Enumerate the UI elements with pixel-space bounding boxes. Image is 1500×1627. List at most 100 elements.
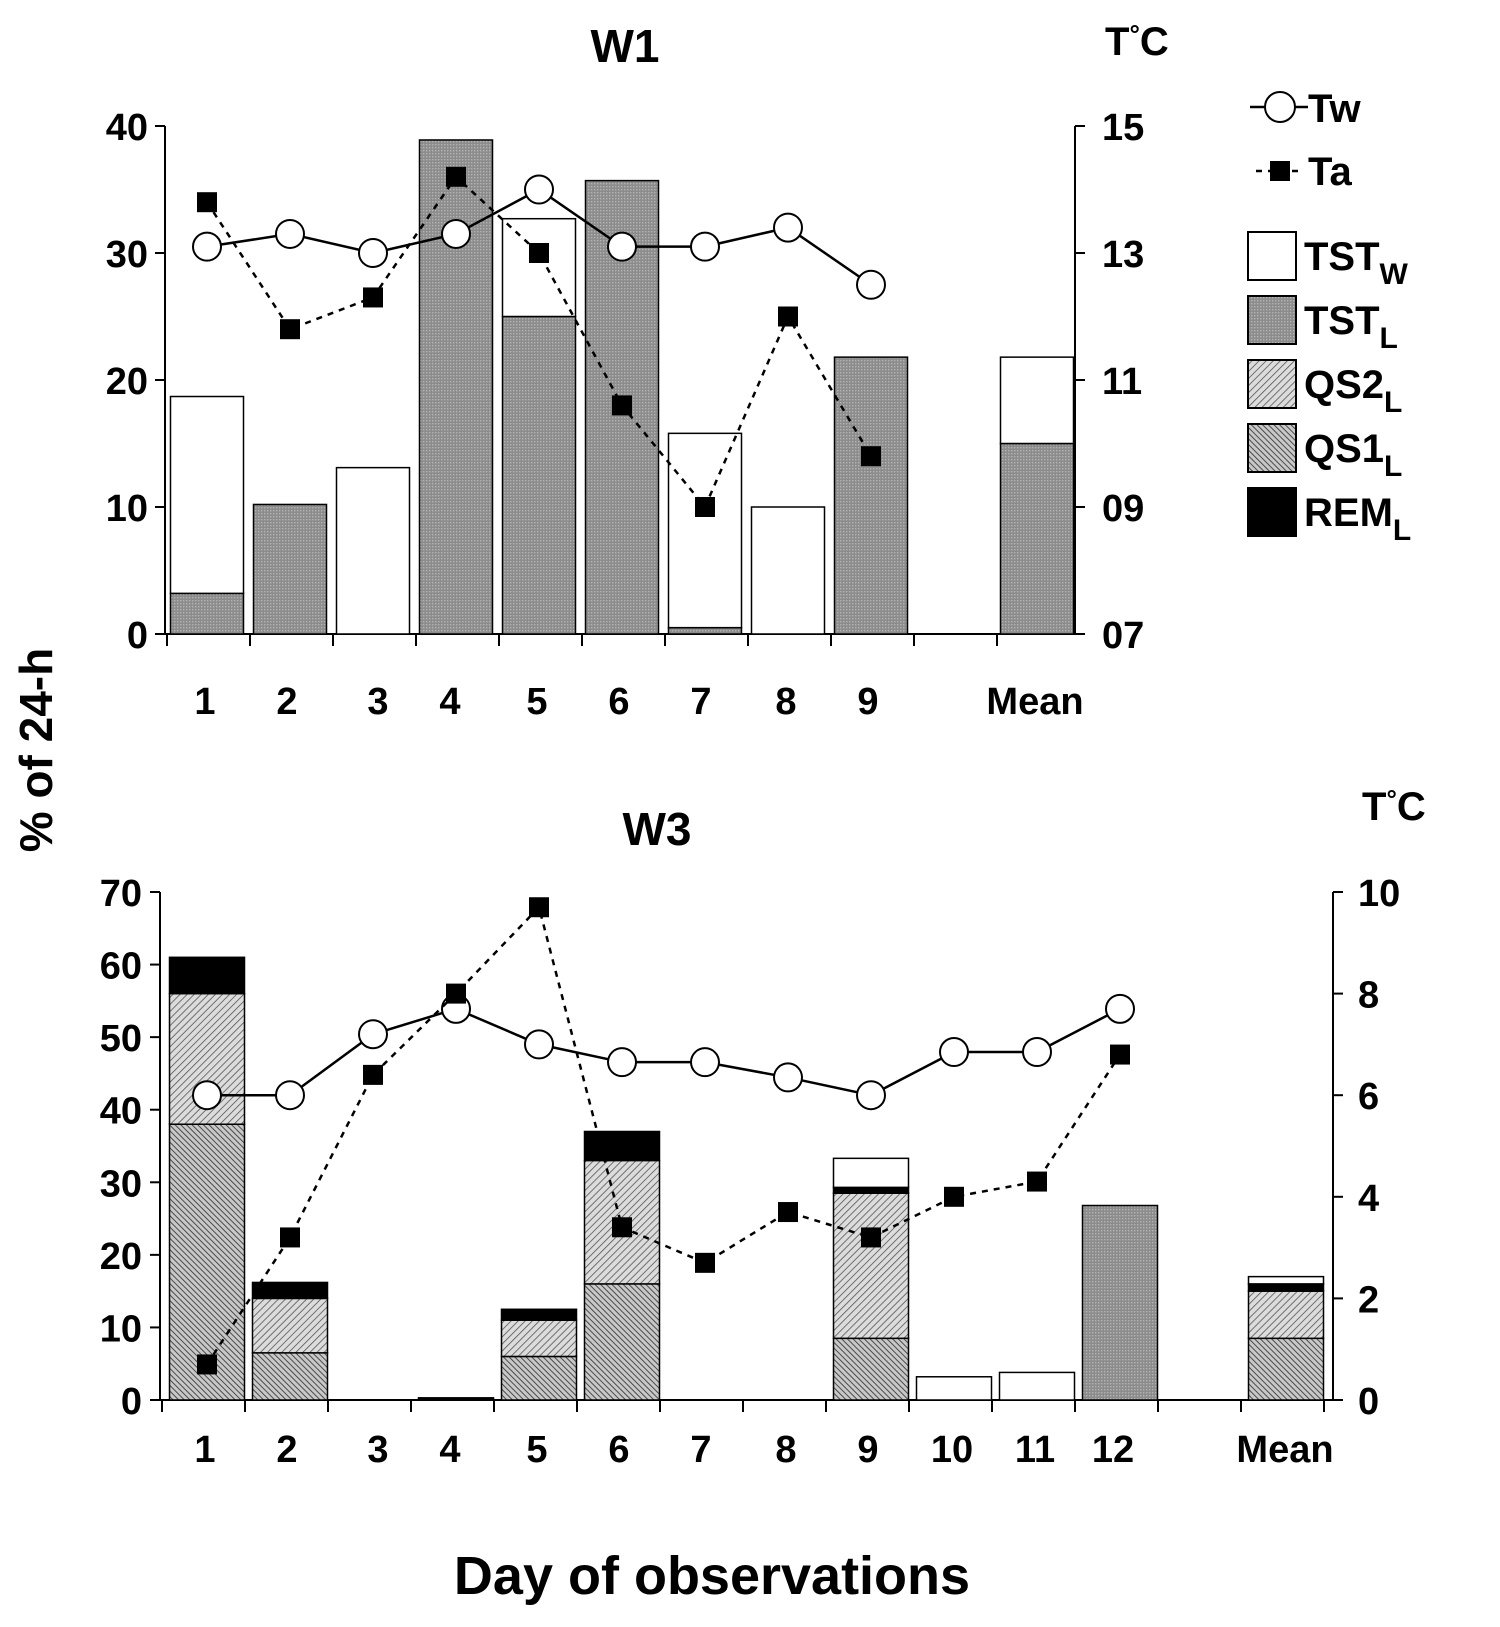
bar-qs2-l — [1247, 1290, 1325, 1340]
point-ta — [363, 287, 383, 308]
point-ta — [363, 1064, 383, 1085]
bar-rem-l — [417, 1397, 495, 1401]
x-tick-label: 3 — [367, 1429, 388, 1471]
point-ta — [529, 243, 549, 263]
x-tick-label: 7 — [690, 681, 711, 723]
bar-rem-l — [1247, 1283, 1325, 1292]
point-tw — [856, 269, 886, 300]
bar-rem-l — [500, 1308, 578, 1321]
bar-tst-w — [750, 506, 826, 635]
left-axis-tick-label: 70 — [100, 873, 142, 915]
right-axis-tick-label: 10 — [1358, 873, 1400, 915]
point-tw — [1105, 993, 1135, 1024]
x-tick-label: 12 — [1092, 1429, 1134, 1471]
legend-label-qs1-l: QS1L — [1304, 427, 1402, 483]
legend-swatch-tst-w — [1247, 231, 1297, 281]
bar-tst-l — [667, 626, 743, 635]
bar-tst-w — [1247, 1275, 1325, 1285]
right-axis-tick-label: 15 — [1102, 107, 1144, 149]
point-ta — [695, 1252, 715, 1273]
series-line-ta — [205, 904, 1122, 1366]
left-axis-tick-label: 20 — [106, 361, 148, 403]
x-axis-label: Day of observations — [454, 1546, 970, 1606]
left-axis-tick-label: 40 — [106, 107, 148, 149]
legend-swatch-rem-l — [1247, 487, 1297, 537]
bar-tst-w — [832, 1157, 910, 1189]
bar-qs1-l — [832, 1337, 910, 1401]
bar-tst-l — [999, 442, 1075, 635]
right-axis-title: T°C — [1105, 19, 1169, 64]
bar-rem-l — [168, 956, 246, 995]
point-tw — [856, 1080, 886, 1111]
panel-title: W1 — [591, 20, 660, 72]
right-axis-tick-label: 11 — [1102, 361, 1142, 403]
legend-label-tst-w: TSTW — [1304, 235, 1409, 291]
bar-qs2-l — [500, 1319, 578, 1358]
x-tick-label: 3 — [367, 681, 388, 723]
x-tick-label: 2 — [276, 681, 297, 723]
x-tick-label: 5 — [526, 681, 547, 723]
point-ta — [612, 395, 632, 416]
left-axis-tick-label: 30 — [106, 234, 148, 276]
point-tw — [192, 1080, 222, 1111]
point-tw — [607, 1047, 637, 1078]
point-tw — [773, 1062, 803, 1093]
right-axis-tick-label: 6 — [1358, 1076, 1379, 1118]
bar-tst-w — [667, 432, 743, 629]
point-ta — [197, 192, 217, 213]
bar-qs1-l — [583, 1283, 661, 1401]
right-axis-tick-label: 09 — [1102, 488, 1144, 530]
x-tick-label: 1 — [194, 681, 215, 723]
legend-label-qs2-l: QS2L — [1304, 363, 1402, 419]
bar-qs1-l — [1247, 1337, 1325, 1401]
left-axis-tick-label: 20 — [100, 1236, 142, 1278]
point-tw — [607, 231, 637, 262]
point-tw — [275, 1080, 305, 1111]
legend-swatch-qs1-l — [1247, 423, 1297, 473]
x-tick-label: 7 — [690, 1429, 711, 1471]
point-ta — [778, 1202, 798, 1223]
series-line-tw — [207, 1007, 1121, 1097]
bar-rem-l — [583, 1130, 661, 1162]
bar-tst-l — [252, 503, 328, 635]
right-axis-tick-label: 4 — [1358, 1178, 1379, 1220]
x-tick-label: 2 — [276, 1429, 297, 1471]
left-axis-tick-label: 40 — [100, 1091, 142, 1133]
point-ta — [1027, 1171, 1047, 1192]
legend-label-tw: Tw — [1308, 87, 1361, 131]
point-ta — [778, 306, 798, 327]
legend-marker-ta — [1270, 161, 1290, 181]
x-tick-label: 9 — [857, 681, 878, 723]
point-tw — [192, 231, 222, 262]
x-tick-label: 4 — [439, 681, 460, 723]
point-tw — [690, 231, 720, 262]
left-axis-tick-label: 50 — [100, 1018, 142, 1060]
legend-label-tst-l: TSTL — [1304, 299, 1398, 355]
point-ta — [446, 983, 466, 1004]
x-tick-label: 5 — [526, 1429, 547, 1471]
point-ta — [695, 497, 715, 517]
x-tick-label: 10 — [931, 1429, 973, 1471]
legend-label-ta: Ta — [1308, 150, 1352, 194]
point-ta — [280, 319, 300, 340]
point-tw — [939, 1037, 969, 1068]
point-tw — [524, 174, 554, 205]
right-axis-title: T°C — [1362, 784, 1426, 829]
left-axis-tick-label: 0 — [127, 615, 148, 657]
right-axis-tick-label: 8 — [1358, 975, 1379, 1017]
right-axis-tick-label: 13 — [1102, 234, 1144, 276]
bar-qs2-l — [832, 1192, 910, 1340]
legend: Tw Ta TSTW TSTL QS2L QS1L REML — [1247, 87, 1411, 547]
x-tick-label: 11 — [1015, 1429, 1055, 1471]
x-tick-label: 4 — [439, 1429, 460, 1471]
x-tick-label: 8 — [775, 681, 796, 723]
panel-title: W3 — [623, 803, 692, 855]
bar-qs1-l — [251, 1352, 329, 1401]
bar-qs1-l — [500, 1355, 578, 1401]
legend-swatch-qs2-l — [1247, 359, 1297, 409]
point-ta — [446, 166, 466, 187]
bar-tst-l — [833, 356, 909, 635]
x-tick-label: Mean — [1236, 1429, 1333, 1471]
x-tick-label: 1 — [194, 1429, 215, 1471]
